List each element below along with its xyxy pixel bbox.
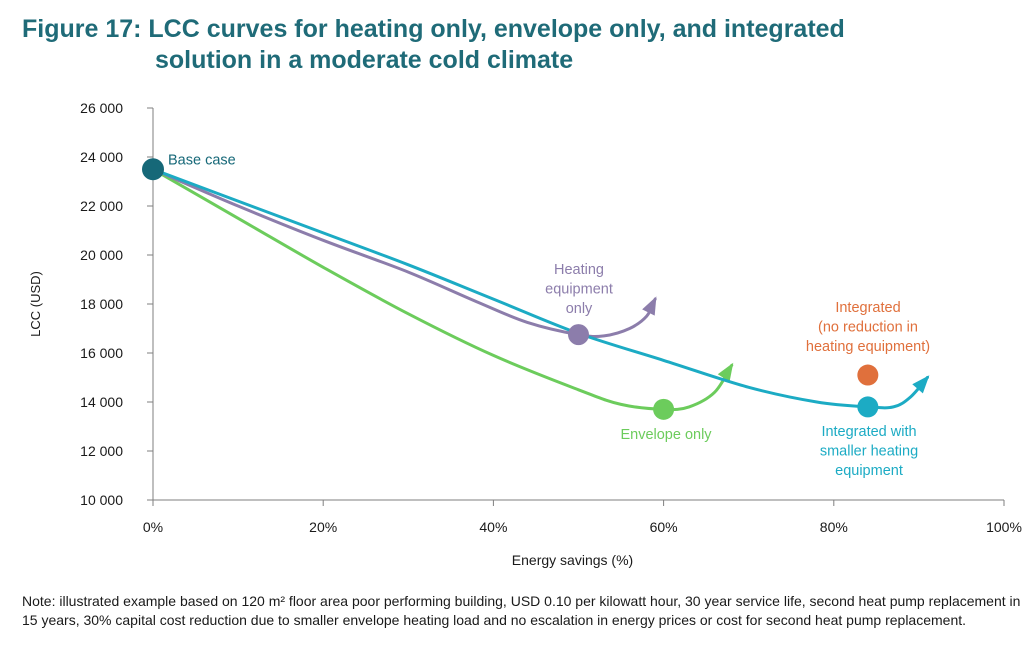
y-tick-label: 18 000	[80, 296, 123, 312]
y-tick-label: 26 000	[80, 100, 123, 116]
label-integrated-no-reduction-line: (no reduction in	[818, 320, 918, 336]
y-axis-label: LCC (USD)	[28, 271, 43, 337]
y-tick-label: 22 000	[80, 198, 123, 214]
x-tick-label: 60%	[650, 519, 678, 535]
x-tick-label: 0%	[143, 519, 163, 535]
chart-markers	[142, 158, 879, 420]
series-arrow-heating	[642, 296, 657, 316]
x-axis-label: Energy savings (%)	[512, 552, 633, 568]
label-heating-line: equipment	[545, 282, 613, 298]
chart-axes: 10 000 12 000 14 000 16 000 18 000 20 000 22 0…	[28, 100, 1022, 568]
y-tick-label: 14 000	[80, 394, 123, 410]
label-integrated-line: equipment	[835, 463, 903, 479]
label-envelope-line: Envelope only	[620, 427, 712, 443]
y-tick-label: 20 000	[80, 247, 123, 263]
y-tick-label: 10 000	[80, 492, 123, 508]
figure-note: Note: illustrated example based on 120 m…	[22, 593, 1021, 628]
x-tick-label: 80%	[820, 519, 848, 535]
label-integrated-line: Integrated with	[821, 424, 916, 440]
series-line-envelope	[151, 167, 734, 412]
series-marker-integrated	[857, 396, 879, 418]
label-integrated-no-reduction-line: Integrated	[835, 300, 900, 316]
y-tick-label: 24 000	[80, 149, 123, 165]
chart-labels: Base case Heating equipment only Envelope on…	[168, 152, 930, 479]
series-line-heating	[151, 167, 657, 339]
point-marker-base	[142, 158, 164, 181]
figure-title-line2: solution in a moderate cold climate	[155, 46, 574, 74]
label-integrated-line: smaller heating	[820, 444, 918, 460]
x-tick-label: 20%	[309, 519, 337, 535]
lcc-chart: 10 000 12 000 14 000 16 000 18 000 20 000 22 0…	[28, 100, 1022, 568]
series-line-integrated	[151, 167, 929, 410]
series-arrow-integrated	[912, 375, 930, 394]
series-marker-heating	[568, 324, 589, 346]
label-integrated-no-reduction-line: heating equipment)	[806, 339, 930, 355]
label-base-case: Base case	[168, 152, 236, 168]
series-arrow-envelope	[717, 362, 734, 382]
figure-title-line1: Figure 17: LCC curves for heating only, …	[22, 15, 845, 43]
y-tick-label: 16 000	[80, 345, 123, 361]
point-marker-integrated_no_reduction	[857, 364, 879, 386]
chart-series	[151, 167, 930, 412]
series-marker-envelope	[653, 398, 675, 420]
x-tick-label: 40%	[479, 519, 507, 535]
label-heating-line: only	[566, 301, 593, 317]
y-tick-label: 12 000	[80, 443, 123, 459]
x-tick-label: 100%	[986, 519, 1022, 535]
figure-title: Figure 17: LCC curves for heating only, …	[22, 14, 845, 76]
label-heating-line: Heating	[554, 262, 604, 278]
